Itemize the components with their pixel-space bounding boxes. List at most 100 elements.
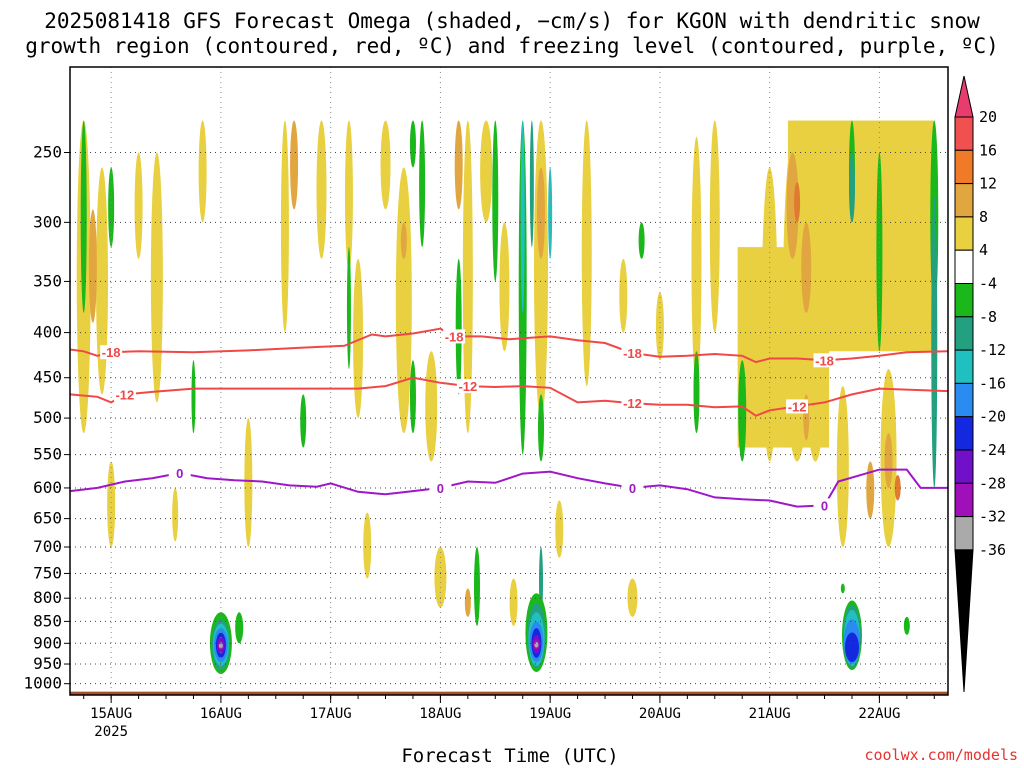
colorbar: 20 16 12 8 4 -4 -8 -12 -16 -20 -24 -28 -32 -36 xyxy=(954,75,1006,693)
omega-cell xyxy=(534,120,549,419)
omega-cell xyxy=(235,612,244,644)
omega-cell xyxy=(555,500,564,558)
contour-label: -12 xyxy=(458,379,477,394)
pressure-label: 1000 xyxy=(23,674,62,693)
time-label: 19AUG xyxy=(529,706,571,722)
omega-cell xyxy=(454,120,463,210)
colorbar-label: -8 xyxy=(979,308,997,326)
plot-frame xyxy=(69,66,949,696)
omega-cell xyxy=(409,360,416,434)
chart-title-line-1: 2025081418 GFS Forecast Omega (shaded, −… xyxy=(44,9,980,33)
omega-cell xyxy=(80,120,87,313)
colorbar-segment xyxy=(954,382,974,418)
time-label: 21AUG xyxy=(749,706,791,722)
colorbar-label: -28 xyxy=(979,474,1006,492)
omega-cell xyxy=(619,258,628,333)
colorbar-label: 20 xyxy=(979,108,997,126)
time-label: 17AUG xyxy=(310,706,352,722)
omega-cell xyxy=(786,152,799,259)
omega-cell xyxy=(801,222,812,313)
colorbar-segment xyxy=(954,183,974,218)
contour-0-line xyxy=(69,468,948,508)
source-credit: coolwx.com/models xyxy=(864,746,1018,764)
ground-layer xyxy=(70,691,948,695)
contour-label: 0 xyxy=(629,481,636,496)
omega-cell xyxy=(409,120,416,168)
contour-label: -12 xyxy=(115,387,134,402)
omega-cell xyxy=(346,247,351,370)
colorbar-bottom-arrow xyxy=(954,549,974,693)
pressure-label: 600 xyxy=(33,478,62,497)
colorbar-segment xyxy=(954,416,974,451)
pressure-label: 700 xyxy=(33,537,62,556)
contour-label: -18 xyxy=(815,353,834,368)
colorbar-label: 4 xyxy=(979,241,988,259)
contour-label: 0 xyxy=(176,466,183,481)
contour-label: -18 xyxy=(623,346,642,361)
contour-label-bg xyxy=(100,345,123,360)
omega-cell xyxy=(876,152,883,352)
omega-cell xyxy=(455,258,462,395)
omega-cell xyxy=(903,616,910,635)
colorbar-top-arrow xyxy=(954,75,974,118)
omega-cell xyxy=(88,209,97,323)
colorbar-segment xyxy=(954,449,974,484)
omega-cell xyxy=(693,351,700,434)
omega-cell xyxy=(380,120,391,210)
contour-label-bg xyxy=(429,480,452,495)
contour-minus12-line xyxy=(69,376,949,417)
contour-label: -12 xyxy=(623,396,642,411)
omega-cell xyxy=(480,120,493,223)
omega-cell xyxy=(499,222,510,352)
colorbar-label: -32 xyxy=(979,508,1006,526)
omega-cell xyxy=(134,152,143,259)
time-label: 22AUG xyxy=(858,706,900,722)
contour-label: -18 xyxy=(445,329,464,344)
contour-lines: -18 -18 -18 -18 -12 -12 -12 -12 0 0 0 0 xyxy=(69,327,949,513)
chart-title-line-2: growth region (contoured, red, ºC) and f… xyxy=(25,34,999,58)
omega-cell xyxy=(419,120,426,248)
contour-label-bg xyxy=(621,480,644,495)
pressure-label: 400 xyxy=(33,323,62,342)
omega-cell xyxy=(794,181,801,223)
omega-cell xyxy=(866,461,875,519)
pressure-label: 450 xyxy=(33,368,62,387)
time-label: 16AUG xyxy=(200,706,242,722)
omega-cell xyxy=(218,643,223,649)
omega-cell xyxy=(627,578,638,617)
omega-cell xyxy=(655,292,664,361)
omega-cell xyxy=(353,258,364,419)
pressure-label: 650 xyxy=(33,509,62,528)
pressure-label: 300 xyxy=(33,212,62,231)
omega-cell xyxy=(395,167,412,434)
x-axis-label: Forecast Time (UTC) xyxy=(401,745,619,767)
omega-cell xyxy=(316,120,327,259)
time-label: 18AUG xyxy=(419,706,461,722)
contour-label: -18 xyxy=(102,345,121,360)
omega-cell xyxy=(280,120,289,333)
omega-cell xyxy=(244,418,253,548)
pressure-axis: 250 300 350 400 450 500 550 600 650 700 750 800 850 9… xyxy=(23,142,70,693)
omega-cell xyxy=(107,461,116,548)
time-label: 20AUG xyxy=(639,706,681,722)
colorbar-label: 8 xyxy=(979,208,988,226)
time-axis: 15AUG 2025 16AUG 17AUG 18AUG 19AUG 20AUG 21AUG 2… xyxy=(83,695,935,740)
contour-label-bg xyxy=(621,346,644,361)
contour-label: -12 xyxy=(788,399,807,414)
pressure-label: 350 xyxy=(33,271,62,290)
omega-cell xyxy=(462,120,473,434)
omega-cell xyxy=(300,394,307,448)
omega-cell xyxy=(492,120,499,282)
omega-cell xyxy=(931,195,938,488)
pressure-label: 900 xyxy=(33,633,62,652)
omega-cell xyxy=(894,474,901,501)
colorbar-segment xyxy=(954,283,974,318)
colorbar-segment xyxy=(954,216,974,251)
colorbar-segment xyxy=(954,116,974,151)
omega-cell xyxy=(738,360,747,462)
pressure-label: 250 xyxy=(33,142,62,161)
omega-cell xyxy=(581,120,592,387)
pressure-label: 800 xyxy=(33,588,62,607)
contour-minus18-line xyxy=(69,327,949,364)
